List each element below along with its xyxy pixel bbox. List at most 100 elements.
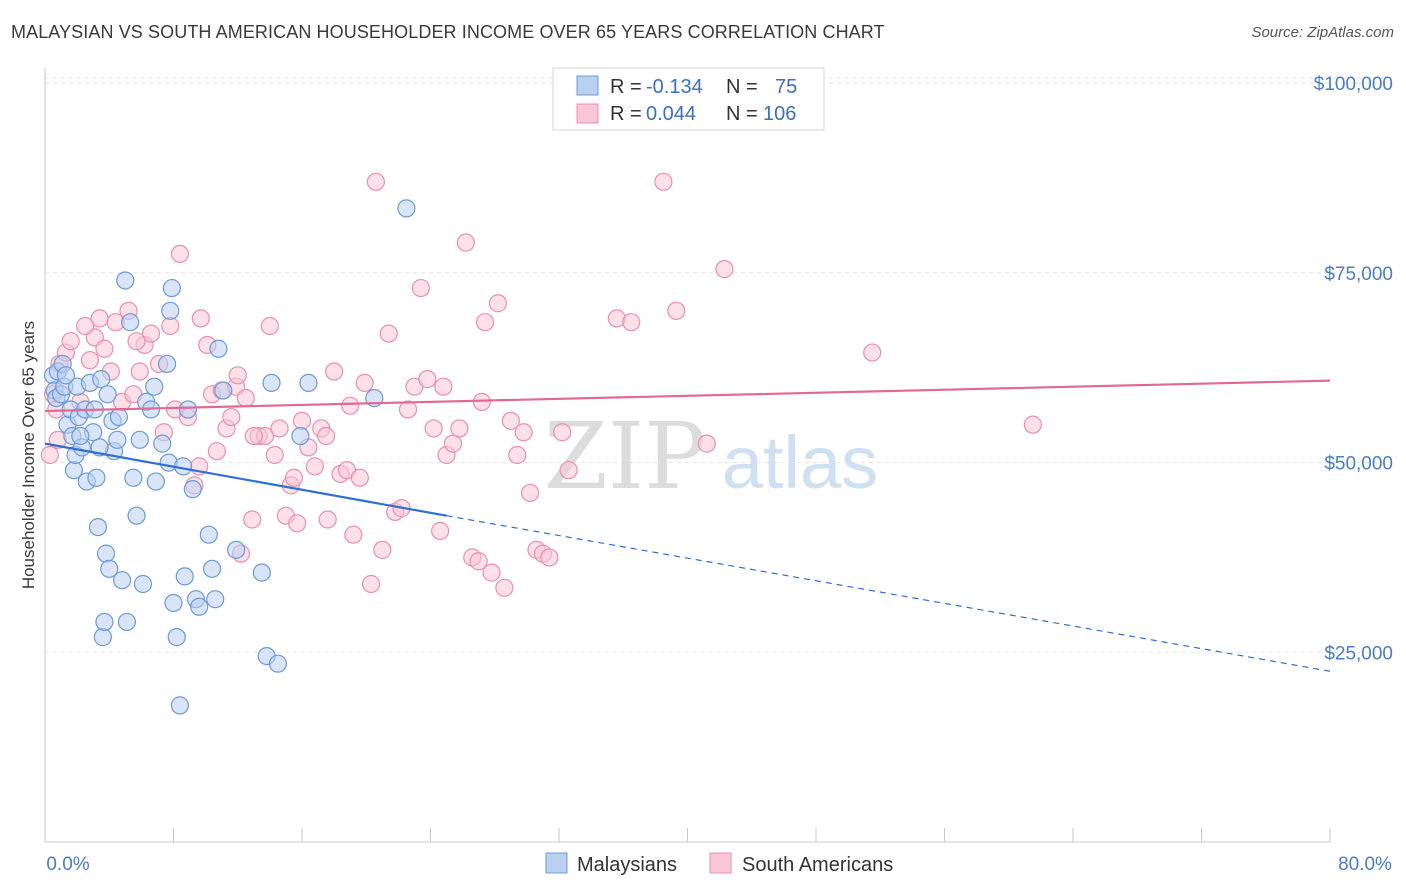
malaysians-point — [71, 426, 90, 446]
south-americans-point — [284, 468, 304, 487]
malaysians-point — [124, 468, 143, 487]
south-americans-point — [540, 548, 559, 567]
watermark-atlas: atlas — [722, 421, 878, 504]
south-americans-point — [228, 366, 247, 385]
south-americans-point — [61, 332, 80, 351]
south-americans-point — [80, 351, 100, 370]
legend-swatch-south-americans — [709, 852, 732, 874]
malaysians-point — [227, 540, 246, 559]
south-americans-point — [553, 423, 572, 442]
watermark: ZIP atlas — [544, 403, 878, 510]
south-americans-point — [130, 362, 149, 381]
malaysians-point — [167, 628, 186, 647]
south-americans-point — [341, 396, 360, 415]
south-americans-point — [288, 514, 307, 533]
malaysians-point — [153, 434, 172, 453]
south-americans-point — [1023, 415, 1042, 434]
south-americans-point — [316, 426, 336, 446]
malaysians-point — [178, 400, 198, 419]
south-americans-point — [431, 521, 450, 540]
south-americans-points — [40, 172, 1042, 597]
malaysians-point — [98, 385, 117, 404]
legend-n-value: 75 — [775, 76, 797, 98]
malaysians-point — [397, 199, 416, 218]
malaysians-point — [96, 544, 116, 563]
legend-swatch-malaysians — [545, 852, 568, 874]
south-americans-point — [398, 400, 418, 419]
south-americans-point — [325, 362, 344, 381]
south-americans-point — [76, 316, 95, 336]
south-americans-point — [379, 324, 398, 343]
malaysians-point — [164, 593, 183, 613]
south-americans-point — [40, 445, 59, 465]
x-tick-label-min: 0.0% — [46, 854, 89, 875]
legend-r-label: R = — [610, 103, 642, 125]
x-tick-label-max: 80.0% — [1338, 854, 1392, 875]
south-americans-point — [418, 370, 437, 389]
malaysians-point — [268, 654, 288, 673]
south-americans-point — [476, 313, 495, 332]
malaysians-point — [183, 480, 202, 499]
malaysians-point — [291, 426, 310, 446]
south-americans-point — [520, 483, 540, 503]
south-americans-point — [191, 309, 210, 328]
south-americans-point — [863, 343, 882, 362]
source-label: Source: ZipAtlas.com — [1251, 24, 1394, 41]
south-americans-point — [318, 510, 337, 529]
south-americans-point — [350, 468, 369, 487]
chart-title: MALAYSIAN VS SOUTH AMERICAN HOUSEHOLDER … — [11, 22, 885, 42]
malaysians-point — [146, 472, 165, 491]
south-americans-point — [270, 419, 289, 438]
y-tick-label: $25,000 — [1324, 643, 1393, 664]
malaysians-point — [109, 407, 128, 427]
legend-label-south-americans: South Americans — [742, 854, 893, 876]
south-americans-point — [715, 259, 734, 279]
south-americans-point — [508, 445, 527, 465]
malaysians-point — [252, 563, 271, 582]
south-americans-point — [411, 278, 430, 298]
south-americans-point — [501, 411, 520, 430]
south-americans-point — [654, 172, 673, 191]
malaysians-point — [88, 517, 108, 537]
legend-n-label: N = — [726, 76, 758, 98]
south-americans-point — [127, 332, 146, 351]
south-americans-point — [366, 172, 385, 191]
legend-n-label: N = — [726, 103, 758, 125]
south-americans-point — [170, 244, 190, 264]
malaysians-point — [262, 373, 281, 393]
south-americans-point — [161, 316, 180, 336]
malaysians-trend-line — [44, 442, 447, 517]
malaysians-point — [95, 612, 114, 632]
malaysians-point — [206, 590, 225, 609]
legend-swatch-malaysians — [576, 75, 599, 96]
south-americans-point — [292, 411, 312, 430]
malaysians-point — [214, 381, 233, 400]
trend-lines — [44, 379, 1331, 672]
legend-n-value: 106 — [763, 103, 796, 125]
malaysians-point — [116, 271, 135, 290]
malaysians-point — [92, 370, 111, 389]
legend-top: R = -0.134 N = 75 R = 0.044 N = 106 — [552, 67, 825, 131]
south-americans-point — [265, 445, 284, 465]
south-americans-point — [260, 316, 279, 336]
south-americans-point — [236, 388, 255, 408]
malaysians-point — [87, 468, 106, 487]
x-axis-ticks — [44, 828, 1331, 842]
malaysians-point — [130, 430, 149, 449]
south-americans-point — [361, 574, 381, 594]
malaysians-point — [299, 373, 318, 393]
south-americans-point — [622, 313, 641, 332]
legend-r-label: R = — [610, 76, 642, 98]
y-axis-tick-labels: $25,000 $50,000 $75,000 $100,000 — [1314, 74, 1393, 664]
south-americans-point — [95, 339, 114, 358]
grid-lines — [45, 77, 1392, 653]
south-americans-point — [559, 461, 578, 480]
south-americans-point — [344, 525, 363, 544]
legend-r-value: 0.044 — [646, 103, 696, 125]
malaysians-point — [157, 354, 177, 374]
malaysians-point — [202, 559, 222, 578]
malaysians-trend-line-extension — [446, 515, 1331, 672]
south-americans-point — [207, 442, 226, 461]
south-americans-point — [305, 457, 324, 476]
